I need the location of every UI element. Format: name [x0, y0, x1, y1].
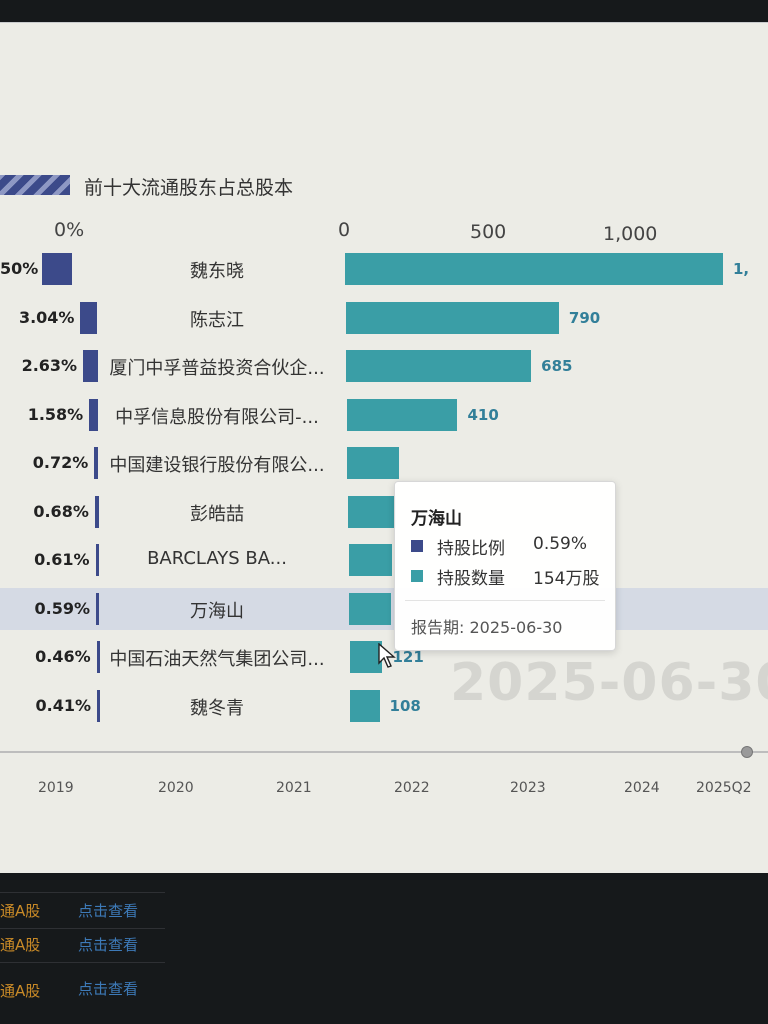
legend-ratio-label[interactable]: 前十大流通股东占总股本: [84, 177, 294, 199]
ratio-value-label: 0.46%: [35, 647, 91, 666]
quantity-bar[interactable]: [350, 689, 380, 722]
tooltip-ratio-swatch: [411, 540, 423, 552]
chart-panel: 前十大流通股东占总股本 0% 0 500 1,000 50% 魏东晓 1, 3.04%…: [0, 22, 768, 873]
holder-name[interactable]: 魏东晓: [190, 261, 244, 282]
table-divider: [0, 928, 165, 929]
tooltip-divider: [405, 600, 605, 601]
quantity-value-label: 685: [541, 357, 573, 375]
ratio-bar[interactable]: [96, 592, 100, 625]
holder-name[interactable]: 陈志江: [190, 309, 244, 331]
quantity-bar[interactable]: [348, 495, 397, 528]
mouse-cursor-icon: [378, 643, 396, 668]
quantity-bar[interactable]: [345, 301, 559, 334]
ratio-bar[interactable]: [83, 350, 98, 382]
holder-name[interactable]: 魏冬青: [190, 697, 244, 719]
tooltip-title: 万海山: [411, 509, 462, 529]
tooltip: 万海山 持股比例 0.59% 持股数量 154万股 报告期: 2025-06-3…: [394, 481, 616, 651]
holder-name[interactable]: 彭皓喆: [190, 503, 244, 525]
ratio-bar[interactable]: [97, 689, 100, 722]
view-link[interactable]: 点击查看: [78, 980, 139, 998]
quantity-axis-tick: 500: [470, 221, 507, 243]
holder-name[interactable]: BARCLAYS BA...: [147, 548, 287, 569]
timeline-label[interactable]: 2021: [276, 780, 312, 796]
quantity-value-label: 790: [568, 308, 601, 327]
ratio-value-label: 3.04%: [18, 307, 75, 327]
ratio-value-label: 0.72%: [32, 453, 89, 472]
table-cell-share-type: 通A股: [0, 982, 41, 1000]
timeline-track[interactable]: [0, 751, 768, 753]
table-cell-share-type: 通A股: [0, 936, 41, 954]
quantity-bar[interactable]: [346, 350, 532, 382]
ratio-value-label: 1.58%: [27, 404, 84, 424]
quantity-axis-tick: 1,000: [603, 223, 658, 245]
holder-name[interactable]: 中国建设银行股份有限公...: [109, 455, 325, 476]
holder-name[interactable]: 中国石油天然气集团公司...: [109, 649, 325, 670]
view-link[interactable]: 点击查看: [78, 936, 139, 954]
quantity-bar[interactable]: [346, 398, 458, 431]
quantity-bar[interactable]: [349, 641, 383, 673]
timeline-label[interactable]: 2024: [624, 780, 660, 796]
timeline-label[interactable]: 2025Q2: [696, 780, 752, 796]
quantity-bar[interactable]: [348, 544, 392, 576]
ratio-axis-tick: 0%: [54, 219, 85, 241]
tooltip-ratio-label: 持股比例: [437, 539, 505, 559]
tooltip-qty-swatch: [411, 570, 423, 582]
ratio-value-label: 0.59%: [34, 598, 91, 618]
tooltip-qty-value: 154万股: [533, 569, 600, 589]
date-watermark: 2025-06-30: [450, 653, 768, 713]
table-divider: [0, 962, 165, 963]
timeline-label[interactable]: 2020: [158, 780, 194, 796]
ratio-bar[interactable]: [94, 447, 99, 479]
timeline-label[interactable]: 2023: [510, 780, 546, 796]
quantity-axis-tick: 0: [338, 219, 351, 241]
ratio-value-label: 0.61%: [34, 550, 90, 569]
ratio-bar[interactable]: [41, 253, 72, 285]
timeline-label[interactable]: 2022: [394, 780, 430, 796]
tooltip-ratio-value: 0.59%: [533, 534, 588, 554]
quantity-value-label: 410: [467, 405, 499, 424]
table-cell-share-type: 通A股: [0, 902, 41, 920]
quantity-bar[interactable]: [347, 447, 399, 479]
table-divider: [0, 892, 165, 893]
ratio-value-label: 0.41%: [35, 695, 91, 715]
holder-name[interactable]: 中孚信息股份有限公司-...: [115, 406, 319, 428]
quantity-value-label: 108: [389, 696, 421, 715]
timeline-label[interactable]: 2019: [38, 780, 74, 796]
quantity-bar[interactable]: [349, 592, 391, 625]
tooltip-date: 报告期: 2025-06-30: [411, 618, 563, 637]
tooltip-qty-label: 持股数量: [437, 569, 505, 589]
ratio-bar[interactable]: [89, 398, 98, 431]
ratio-value-label: 0.68%: [33, 501, 89, 521]
ratio-value-label: 2.63%: [21, 356, 78, 375]
ratio-bar[interactable]: [96, 641, 100, 673]
ratio-bar[interactable]: [80, 301, 98, 334]
quantity-value-label: 1,: [733, 260, 750, 278]
holder-name[interactable]: 万海山: [190, 600, 244, 622]
view-link[interactable]: 点击查看: [78, 902, 139, 920]
legend-ratio-swatch[interactable]: [0, 175, 70, 195]
ratio-value-label: 50%: [0, 259, 39, 278]
ratio-bar[interactable]: [95, 544, 99, 576]
quantity-bar[interactable]: [345, 253, 723, 285]
quantity-value-label: 121: [392, 648, 424, 666]
ratio-bar[interactable]: [94, 495, 99, 528]
holder-name[interactable]: 厦门中孚普益投资合伙企...: [109, 358, 325, 379]
timeline-handle[interactable]: [741, 746, 753, 758]
